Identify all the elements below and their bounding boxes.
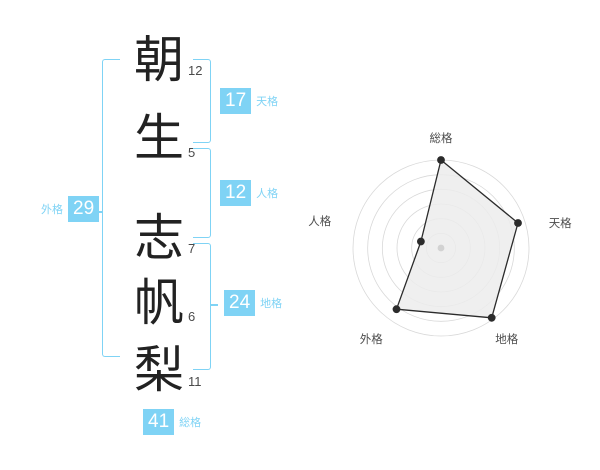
stroke-count-4: 6 — [188, 309, 196, 324]
stroke-count-2: 5 — [188, 145, 196, 160]
stroke-count-3: 7 — [188, 241, 196, 256]
badge-gaikaku-label: 外格 — [41, 203, 63, 216]
badge-chikaku[interactable]: 24 地格 — [224, 290, 282, 316]
kanji-char-1: 朝 — [134, 31, 184, 89]
radar-axis-label-天格: 天格 — [548, 215, 572, 230]
badge-soukaku-value: 41 — [143, 409, 175, 435]
kanji-char-5: 梨 — [134, 341, 184, 399]
radar-axis-label-地格: 地格 — [495, 332, 519, 347]
radar-axis-label-人格: 人格 — [308, 213, 332, 228]
kanji-char-2: 生 — [134, 109, 184, 167]
bracket-chikaku — [193, 243, 211, 370]
kanji-char-3: 志 — [134, 209, 184, 267]
radar-point-外格[interactable] — [392, 305, 401, 314]
badge-jinkaku-label: 人格 — [256, 187, 279, 200]
radar-series — [395, 159, 519, 319]
badge-jinkaku[interactable]: 12 人格 — [220, 180, 278, 206]
name-kakusu-panel: 朝 12 生 5 志 7 帆 6 梨 11 17 天格 12 人格 2 — [41, 31, 282, 435]
badge-tenkaku[interactable]: 17 天格 — [220, 88, 278, 114]
badge-tenkaku-label: 天格 — [256, 95, 279, 108]
radar-data-points — [392, 156, 522, 322]
bracket-chikaku-tick — [210, 304, 218, 306]
radar-point-地格[interactable] — [487, 313, 496, 322]
badge-chikaku-label: 地格 — [260, 297, 283, 310]
badge-jinkaku-value: 12 — [220, 180, 252, 206]
radar-point-天格[interactable] — [514, 219, 522, 227]
badge-chikaku-value: 24 — [224, 290, 256, 316]
radar-axis-label-外格: 外格 — [359, 332, 383, 347]
badge-gaikaku[interactable]: 29 外格 — [41, 196, 100, 222]
badge-tenkaku-value: 17 — [220, 88, 252, 114]
bracket-jinkaku — [193, 148, 211, 238]
stroke-count-5: 11 — [188, 374, 202, 389]
radar-chart-svg — [352, 156, 530, 337]
kanji-char-4: 帆 — [134, 274, 184, 332]
bracket-gaikaku — [102, 59, 120, 357]
radar-point-人格[interactable] — [417, 237, 425, 246]
radar-point-総格[interactable] — [437, 156, 445, 164]
badge-gaikaku-value: 29 — [68, 196, 100, 222]
radar-chart-panel: 総格天格地格 外格 人格 — [308, 0, 600, 470]
bracket-tenkaku — [193, 59, 211, 143]
badge-soukaku-label: 総格 — [179, 416, 202, 429]
radar-axis-label-総格: 総格 — [429, 131, 453, 145]
stroke-count-1: 12 — [188, 63, 203, 78]
badge-soukaku[interactable]: 41 総格 — [143, 409, 201, 435]
